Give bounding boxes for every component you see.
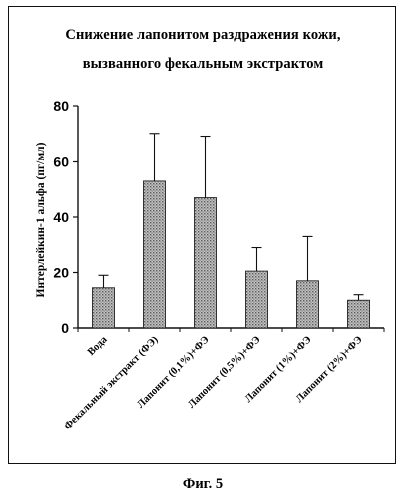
bar [297, 281, 319, 328]
bar-chart: Интерлейкин-1 альфа (пг/мл) 0 20 40 60 80 Вод… [0, 0, 406, 470]
figure-caption: Фиг. 5 [0, 476, 406, 493]
bar [93, 288, 115, 328]
y-tick-label: 0 [61, 320, 69, 336]
y-tick-label: 60 [53, 154, 69, 170]
y-axis-label: Интерлейкин-1 альфа (пг/мл) [35, 142, 47, 297]
bar [144, 181, 166, 328]
y-tick-label: 40 [53, 209, 69, 225]
x-category-label: Фекальный экстракт (ФЭ) [63, 334, 161, 432]
y-tick-label: 80 [53, 98, 69, 114]
bar [348, 300, 370, 328]
bar [246, 271, 268, 328]
y-tick-label: 20 [53, 265, 69, 281]
bar [195, 198, 217, 328]
x-category-label: Вода [86, 334, 110, 358]
